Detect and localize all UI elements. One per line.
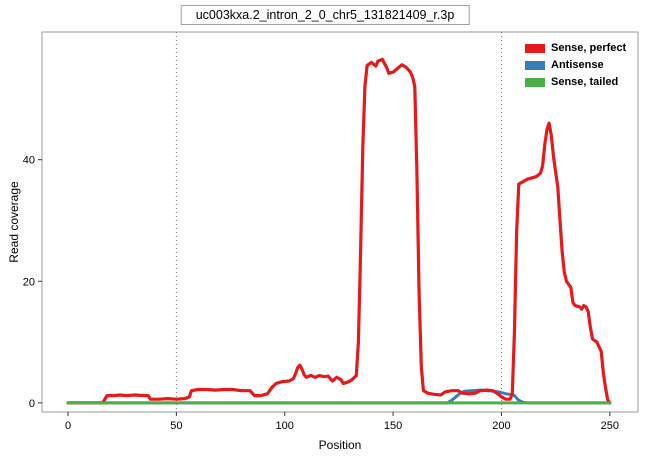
legend-label: Sense, perfect — [551, 42, 627, 54]
panel — [41, 31, 639, 413]
legend-item: Sense, tailed — [525, 76, 626, 88]
y-tick-label: 20 — [23, 276, 35, 288]
legend-item: Antisense — [525, 59, 626, 71]
y-tick-label: 40 — [23, 155, 35, 167]
y-axis-label: Read coverage — [7, 181, 21, 263]
legend-swatch-sense-tailed — [525, 77, 545, 87]
legend-label: Sense, tailed — [551, 76, 619, 88]
x-tick-label: 0 — [65, 420, 71, 432]
series-sense-perfect — [66, 57, 612, 405]
x-tick-label: 50 — [170, 420, 182, 432]
legend-item: Sense, perfect — [525, 42, 626, 54]
x-tick-label: 150 — [384, 420, 402, 432]
chart-title: uc003kxa.2_intron_2_0_chr5_131821409_r.3… — [180, 5, 470, 25]
legend: Sense, perfect Antisense Sense, tailed — [525, 42, 626, 93]
x-tick-label: 100 — [276, 420, 294, 432]
x-axis-label: Position — [318, 438, 362, 452]
legend-swatch-sense-perfect — [525, 43, 545, 53]
x-tick-label: 200 — [492, 420, 510, 432]
legend-label: Antisense — [551, 59, 604, 71]
y-tick-label: 0 — [29, 398, 35, 410]
legend-swatch-antisense — [525, 60, 545, 70]
x-tick-label: 250 — [601, 420, 619, 432]
